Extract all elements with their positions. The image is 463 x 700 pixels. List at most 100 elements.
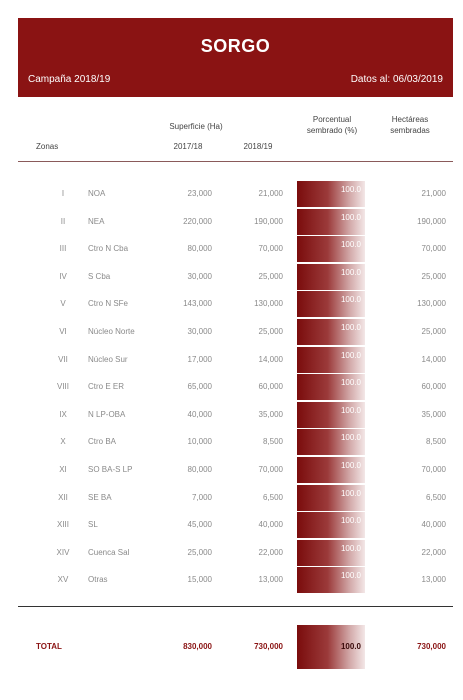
zone-name: Ctro E ER	[88, 382, 125, 392]
table-row: III Ctro N Cba 80,000 70,000 70,000 100.0	[18, 236, 453, 263]
area-2018: 6,500	[262, 492, 283, 502]
area-2018: 70,000	[258, 465, 283, 474]
area-2017: 17,000	[187, 354, 212, 364]
area-2018: 25,000	[258, 327, 283, 336]
year-2017-header: 2017/18	[173, 142, 203, 151]
table-row: VI Núcleo Norte 30,000 25,000 25,000 100.0	[18, 319, 453, 345]
table-row: VIII Ctro E ER 65,000 60,000 60,000 100.0	[18, 374, 453, 401]
percent-value: 100.0	[340, 571, 361, 581]
total-hectareas: 730,000	[417, 642, 446, 651]
percent-bar: 100.0	[297, 181, 365, 207]
percent-bar: 100.0	[297, 319, 365, 345]
hectareas-sembradas: 6,500	[425, 492, 446, 502]
area-2018: 35,000	[258, 409, 283, 419]
zone-number: I	[61, 189, 65, 198]
zonas-header: Zonas	[36, 142, 59, 151]
area-2018: 22,000	[258, 547, 283, 557]
zone-number: IX	[59, 409, 67, 419]
data-date: Datos al: 06/03/2019	[350, 74, 443, 85]
zone-name: Otras	[88, 575, 108, 585]
zone-name: Cuenca Sal	[88, 547, 130, 557]
area-2017: 25,000	[187, 547, 212, 557]
percent-value: 100.0	[340, 267, 361, 277]
hectareas-sembradas: 70,000	[421, 244, 446, 254]
campaign-label: Campaña 2018/19	[28, 74, 111, 85]
percent-value: 100.0	[340, 240, 361, 250]
total-2018: 730,000	[254, 642, 283, 651]
zone-number: IV	[59, 271, 67, 281]
table-row: VII Núcleo Sur 17,000 14,000 14,000 100.0	[18, 346, 453, 373]
zone-name: SL	[88, 520, 98, 530]
table-row: II NEA 220,000 190,000 190,000 100.0	[18, 208, 453, 235]
percent-bar: 100.0	[297, 291, 365, 318]
table-row: IX N LP-OBA 40,000 35,000 35,000 100.0	[18, 401, 453, 428]
table-row: I NOA 23,000 21,000 21,000 100.0	[18, 181, 453, 207]
zone-number: V	[60, 299, 66, 309]
area-2018: 60,000	[258, 382, 283, 392]
table-row: XIII SL 45,000 40,000 40,000 100.0	[18, 512, 453, 539]
hectareas-header: Hectáreas sembradas	[390, 115, 430, 135]
total-divider	[18, 606, 453, 607]
zone-number: XV	[57, 575, 69, 585]
area-2017: 15,000	[187, 575, 212, 585]
table-row: XI SO BA-S LP 80,000 70,000 70,000 100.0	[18, 457, 453, 483]
zone-number: XII	[58, 492, 68, 502]
percent-value: 100.0	[340, 185, 361, 194]
percent-bar: 100.0	[297, 236, 365, 263]
percent-bar: 100.0	[297, 208, 365, 235]
table-row: IV S Cba 30,000 25,000 25,000 100.0	[18, 263, 453, 290]
area-2017: 143,000	[183, 299, 212, 309]
zone-number: VII	[58, 354, 68, 364]
hectareas-sembradas: 8,500	[425, 437, 446, 447]
total-row: TOTAL 830,000 730,000 100.0 730,000	[18, 625, 453, 669]
zone-name: Ctro BA	[88, 437, 117, 447]
percent-bar: 100.0	[297, 484, 365, 511]
percent-value: 100.0	[340, 212, 361, 222]
area-2017: 23,000	[187, 189, 212, 198]
hectareas-sembradas: 25,000	[421, 327, 446, 336]
percent-bar: 100.0	[297, 429, 365, 456]
percent-value: 100.0	[340, 378, 361, 388]
hectareas-sembradas: 190,000	[417, 216, 446, 226]
percent-value: 100.0	[340, 350, 361, 360]
percent-value: 100.0	[340, 433, 361, 443]
percent-value: 100.0	[340, 461, 361, 470]
hectareas-sembradas: 13,000	[421, 575, 446, 585]
total-2017: 830,000	[183, 642, 212, 651]
percent-bar: 100.0	[297, 457, 365, 483]
area-2018: 21,000	[258, 189, 283, 198]
zone-name: NOA	[88, 189, 106, 198]
area-2018: 14,000	[258, 354, 283, 364]
percent-value: 100.0	[340, 405, 361, 415]
percent-bar: 100.0	[297, 346, 365, 373]
area-2017: 80,000	[187, 244, 212, 254]
porcentual-header: Porcentual sembrado (%)	[306, 115, 358, 135]
area-2018: 40,000	[258, 520, 283, 530]
area-2017: 40,000	[187, 409, 212, 419]
hectareas-sembradas: 14,000	[421, 354, 446, 364]
hectareas-sembradas: 40,000	[421, 520, 446, 530]
zone-number: III	[59, 244, 67, 254]
area-2017: 45,000	[187, 520, 212, 530]
zone-name: S Cba	[88, 271, 111, 281]
hectareas-sembradas: 70,000	[421, 465, 446, 474]
area-2017: 80,000	[187, 465, 212, 474]
zone-name: NEA	[88, 216, 105, 226]
zone-number: XIV	[56, 547, 70, 557]
percent-value: 100.0	[340, 543, 361, 553]
total-label: TOTAL	[36, 642, 62, 651]
table-row: X Ctro BA 10,000 8,500 8,500 100.0	[18, 429, 453, 456]
zone-number: XI	[59, 465, 67, 474]
area-2018: 70,000	[258, 244, 283, 254]
hectareas-sembradas: 130,000	[417, 299, 446, 309]
hectareas-sembradas: 35,000	[421, 409, 446, 419]
zone-name: Ctro N Cba	[88, 244, 129, 254]
hectareas-sembradas: 25,000	[421, 271, 446, 281]
percent-bar: 100.0	[297, 539, 365, 566]
area-2018: 8,500	[262, 437, 283, 447]
table-row: XIV Cuenca Sal 25,000 22,000 22,000 100.0	[18, 539, 453, 566]
area-2017: 30,000	[187, 327, 212, 336]
total-percent: 100.0	[340, 642, 361, 651]
area-2017: 10,000	[187, 437, 212, 447]
crop-title: SORGO	[200, 36, 271, 56]
